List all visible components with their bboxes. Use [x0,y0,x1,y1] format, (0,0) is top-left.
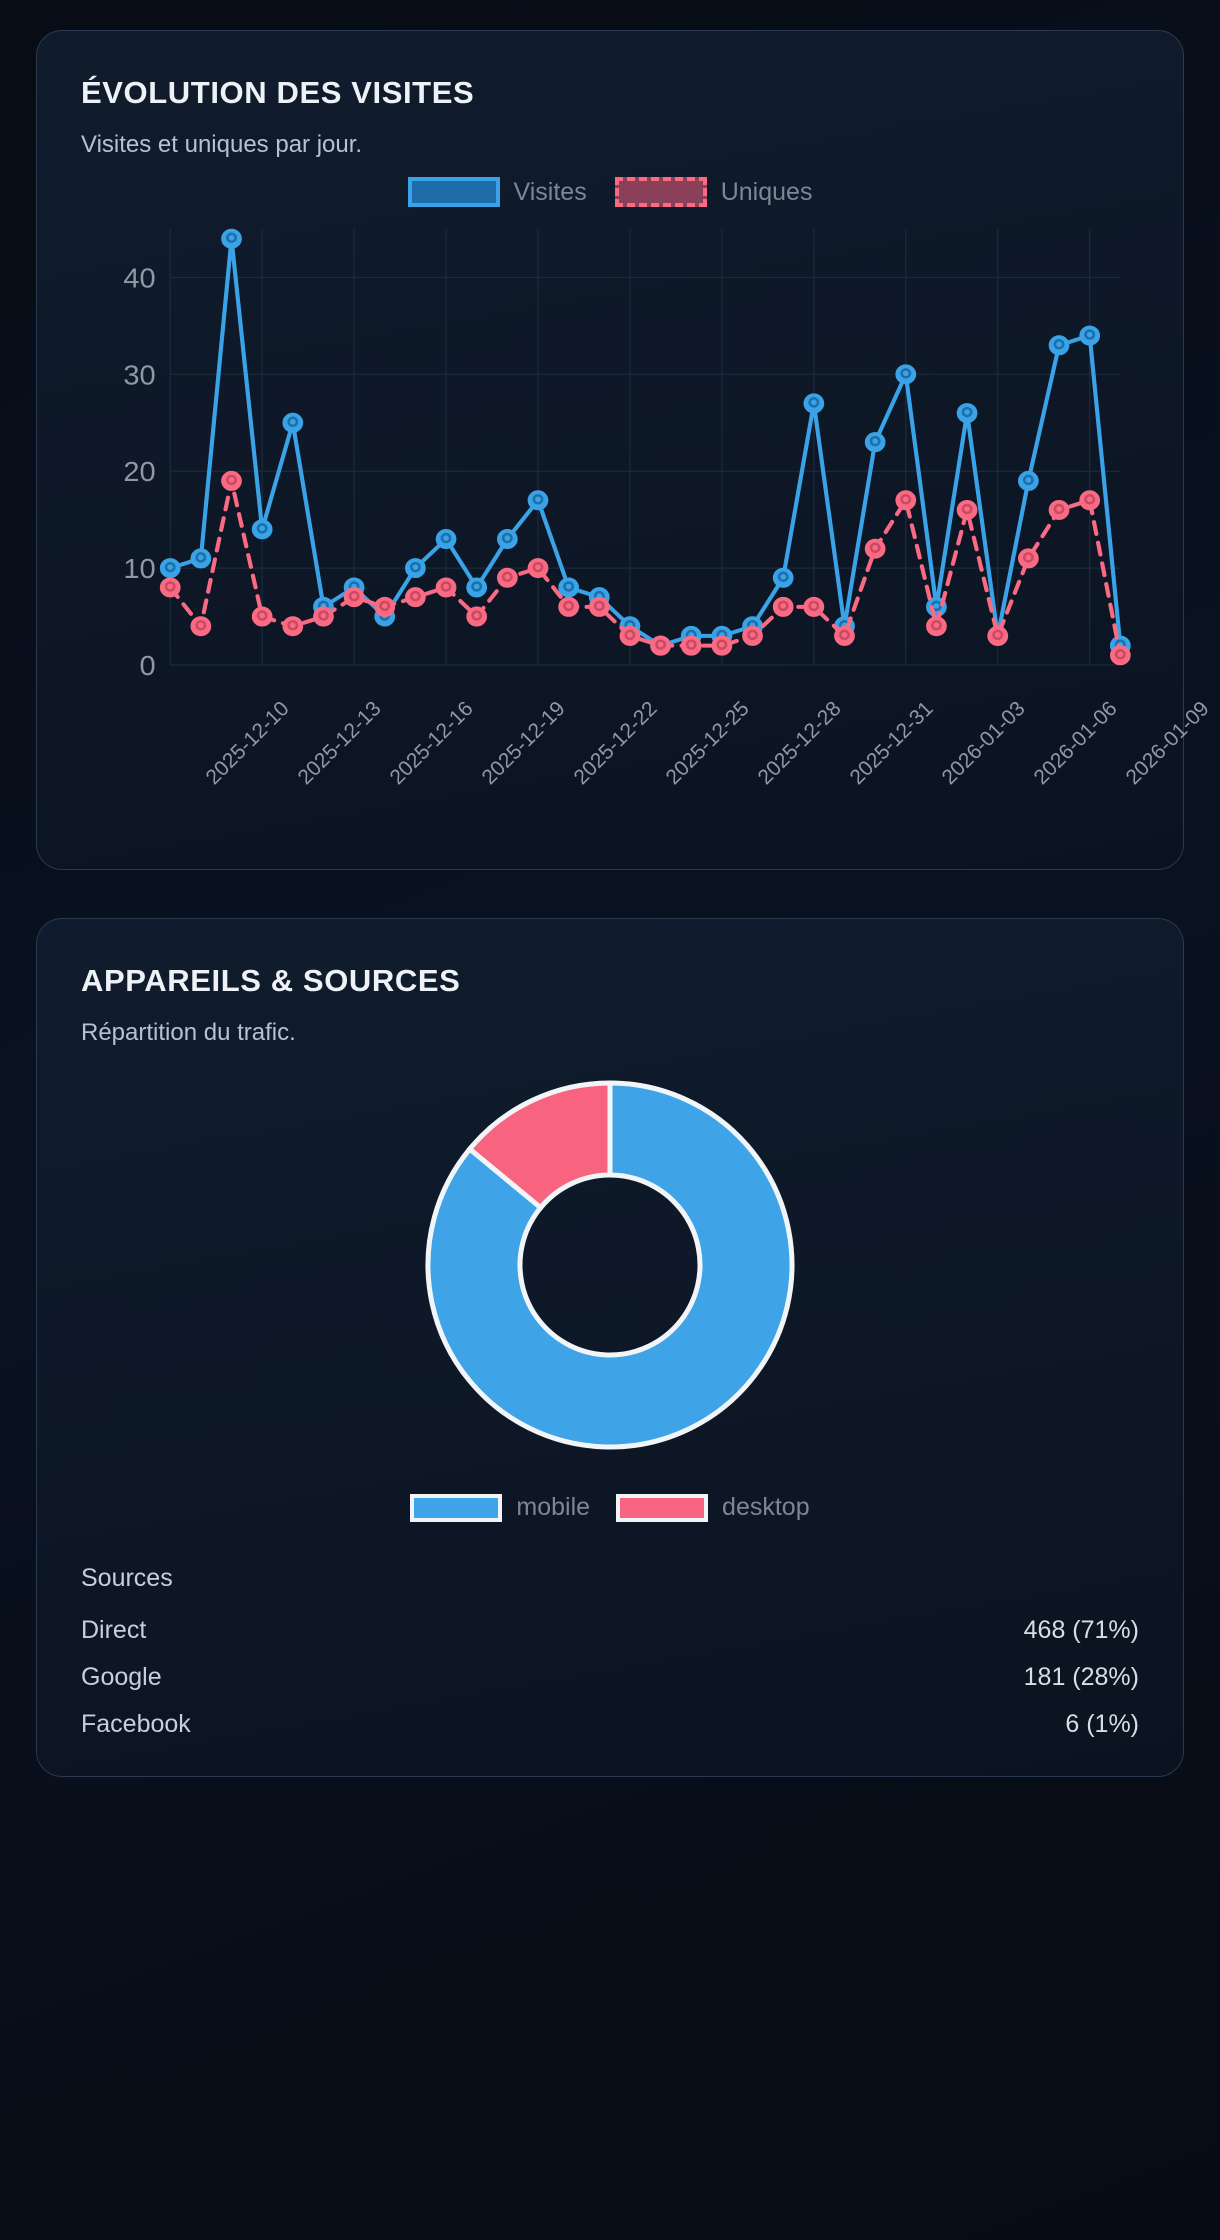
xaxis-tick-label: 2025-12-19 [477,697,570,790]
devices-donut-svg [425,1080,795,1450]
table-row[interactable]: Facebook 6 (1%) [81,1701,1139,1748]
visits-line-chart-svg: 0 10 20 30 40 [123,228,1131,682]
legend-item-mobile[interactable]: mobile [410,1493,590,1522]
svg-text:0: 0 [140,650,156,681]
donut-slice-desktop[interactable] [466,1080,613,1212]
svg-text:40: 40 [123,263,155,294]
sources-header: Sources [81,1564,173,1592]
xaxis-tick-label: 2025-12-10 [201,697,294,790]
devices-card: APPAREILS & SOURCES Répartition du trafi… [36,918,1184,1777]
sources-section: Sources Direct 468 (71%) Google 181 (28%… [81,1564,1139,1748]
legend-swatch-desktop-icon [616,1493,709,1522]
devices-legend: mobile desktop [81,1493,1139,1522]
legend-label-uniques: Uniques [720,177,813,206]
xaxis-tick-label: 2025-12-25 [661,697,754,790]
visits-card: ÉVOLUTION DES VISITES Visites et uniques… [36,30,1214,870]
table-row[interactable]: Direct 468 (71%) [81,1607,1139,1654]
legend-item-desktop[interactable]: desktop [616,1493,810,1522]
visits-legend: Visites Uniques [81,177,1139,207]
source-value: 181 (28%) [1023,1663,1139,1691]
legend-label-mobile: mobile [516,1493,591,1521]
visits-line-chart[interactable]: 0 10 20 30 40 [81,211,1139,691]
devices-donut-chart[interactable] [81,1065,1139,1465]
legend-label-desktop: desktop [722,1493,810,1521]
legend-swatch-visites-icon [407,177,500,207]
xaxis-tick-label: 2026-01-06 [1029,697,1122,790]
xaxis-tick-label: 2026-01-09 [1121,697,1214,790]
visits-card-title: ÉVOLUTION DES VISITES [81,75,475,110]
xaxis-tick-label: 2025-12-31 [845,697,938,790]
devices-card-subtitle: Répartition du trafic. [81,1019,296,1046]
xaxis-tick-label: 2025-12-22 [569,697,662,790]
legend-label-visites: Visites [513,177,587,206]
legend-swatch-mobile-icon [410,1493,503,1522]
xaxis-tick-label: 2025-12-28 [753,697,846,790]
visits-card-subtitle: Visites et uniques par jour. [81,131,363,158]
legend-swatch-uniques-icon [614,177,707,207]
xaxis-tick-label: 2025-12-13 [293,697,386,790]
visits-xaxis-labels: 2025-12-10 2025-12-13 2025-12-16 2025-12-19… [81,691,1214,841]
source-name: Direct [81,1616,147,1644]
svg-text:30: 30 [123,360,155,391]
svg-text:20: 20 [123,457,155,488]
legend-item-visites[interactable]: Visites [407,177,587,207]
source-name: Google [81,1663,162,1691]
donut-slice-mobile[interactable] [425,1080,795,1450]
devices-card-title: APPAREILS & SOURCES [81,963,461,998]
source-name: Facebook [81,1710,191,1738]
table-row[interactable]: Google 181 (28%) [81,1654,1139,1701]
legend-item-uniques[interactable]: Uniques [614,177,813,207]
xaxis-tick-label: 2026-01-03 [937,697,1030,790]
xaxis-tick-label: 2025-12-16 [385,697,478,790]
svg-text:10: 10 [123,554,155,585]
source-value: 468 (71%) [1023,1616,1139,1644]
source-value: 6 (1%) [1065,1710,1139,1738]
